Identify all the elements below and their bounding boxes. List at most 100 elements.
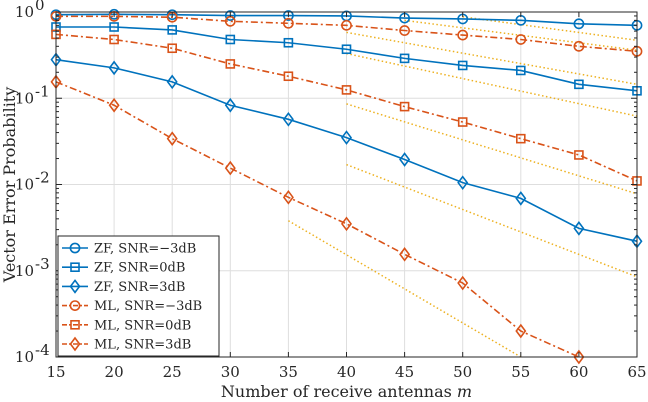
data-point <box>341 85 352 95</box>
legend-item: ML, SNR=−3dB <box>62 299 202 314</box>
data-point <box>457 60 468 71</box>
data-point <box>283 37 294 48</box>
data-point <box>573 40 585 52</box>
data-point <box>224 160 236 176</box>
data-point <box>515 323 527 339</box>
reference-line <box>346 163 638 278</box>
data-point <box>282 189 294 205</box>
y-axis-label: Vector Error Probability <box>0 87 19 284</box>
legend-label: ML, SNR=−3dB <box>94 299 202 314</box>
data-point <box>341 44 352 55</box>
data-point <box>225 59 236 69</box>
data-point <box>282 17 294 29</box>
y-tick-exponent: -3 <box>35 255 50 273</box>
legend-marker <box>69 300 81 311</box>
data-point <box>515 133 526 144</box>
data-point <box>457 175 469 191</box>
data-point <box>515 191 527 206</box>
data-point <box>457 29 469 41</box>
legend-marker <box>70 319 80 330</box>
data-point <box>224 10 236 21</box>
data-point <box>167 25 177 35</box>
data-point <box>341 216 352 232</box>
y-tick-exponent: -1 <box>35 82 50 100</box>
data-point <box>573 221 585 236</box>
legend: ZF, SNR=−3dB ZF, SNR=0dB ZF, SNR=3dB ML, SN… <box>57 235 220 357</box>
series-line <box>55 33 638 182</box>
x-axis-label: Number of receive antennas m <box>221 382 472 401</box>
legend-item: ML, SNR=0dB <box>62 318 191 333</box>
data-point <box>399 25 410 36</box>
x-tick-label: 30 <box>221 363 240 381</box>
data-point <box>574 79 584 90</box>
data-point <box>283 71 294 82</box>
data-point <box>515 34 527 45</box>
x-tick-label: 15 <box>46 363 65 381</box>
reference-line <box>288 220 522 358</box>
data-point <box>166 74 178 90</box>
data-point <box>108 60 120 76</box>
series-line <box>55 58 638 242</box>
x-tick-label: 25 <box>163 363 182 381</box>
data-point <box>573 18 585 30</box>
x-tick-label: 40 <box>337 363 356 381</box>
legend-label: ML, SNR=0dB <box>94 318 191 333</box>
data-point <box>399 247 411 262</box>
data-point <box>399 152 411 167</box>
series-3 <box>50 52 643 249</box>
legend-label: ML, SNR=3dB <box>94 338 191 353</box>
reference-line <box>346 52 638 117</box>
series-line <box>55 81 580 358</box>
data-point <box>573 349 585 365</box>
legend-item: ZF, SNR=0dB <box>62 261 185 276</box>
legend-item: ML, SNR=3dB <box>62 336 191 353</box>
y-tick-label: 10 <box>15 348 34 366</box>
y-tick-label: 10 <box>15 89 34 107</box>
y-tick-exponent: -2 <box>35 169 50 187</box>
data-point <box>399 53 410 64</box>
y-tick-exponent: -4 <box>35 341 50 359</box>
data-point <box>166 131 178 146</box>
data-point <box>224 97 236 113</box>
legend-item: ZF, SNR=3dB <box>62 279 185 295</box>
reference-line <box>346 31 638 86</box>
data-point <box>109 34 119 45</box>
legend-label: ZF, SNR=3dB <box>94 280 185 295</box>
x-ticks: 15 20 25 30 35 40 45 50 55 60 65 <box>46 12 647 381</box>
data-point <box>167 43 177 54</box>
legend-label: ZF, SNR=0dB <box>94 261 185 276</box>
series-group <box>50 8 643 365</box>
x-tick-label: 55 <box>511 363 530 381</box>
legend-box <box>57 235 220 357</box>
y-tick-label: 10 <box>15 262 34 280</box>
x-tick-label: 50 <box>453 363 472 381</box>
x-tick-label: 45 <box>395 363 414 381</box>
y-tick-label: 10 <box>15 3 34 21</box>
data-point <box>225 34 236 45</box>
x-tick-label: 65 <box>627 363 646 381</box>
legend-marker <box>69 336 81 352</box>
series-6 <box>50 74 585 365</box>
y-tick-exponent: 0 <box>35 0 45 14</box>
reference-line <box>346 103 638 195</box>
data-point <box>457 275 469 291</box>
data-point <box>282 10 294 21</box>
reference-line <box>462 16 638 42</box>
y-tick-label: 10 <box>15 176 34 194</box>
data-point <box>341 130 352 145</box>
legend-marker <box>69 242 81 254</box>
x-tick-label: 60 <box>569 363 588 381</box>
series-5 <box>51 29 642 186</box>
series-line <box>56 26 638 92</box>
data-point <box>108 97 120 113</box>
legend-marker <box>69 279 81 294</box>
legend-label: ZF, SNR=−3dB <box>94 242 196 257</box>
data-point <box>399 101 410 112</box>
data-point <box>457 117 468 127</box>
data-point <box>341 19 352 31</box>
data-point <box>109 22 119 32</box>
data-point <box>574 150 584 160</box>
x-tick-label: 35 <box>279 363 298 381</box>
legend-marker <box>70 262 80 273</box>
